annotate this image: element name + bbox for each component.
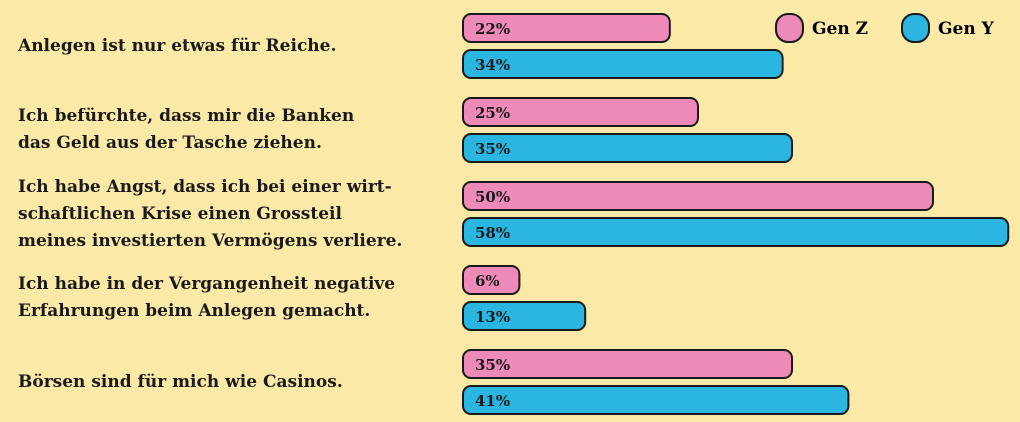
bar-value-label: 6% (475, 272, 500, 290)
bar-gen-z (462, 13, 671, 43)
legend: Gen Z Gen Y (775, 13, 995, 43)
bar-value-label: 13% (475, 308, 510, 326)
bar-gen-z (462, 97, 699, 127)
legend-swatch-gen-y (901, 13, 930, 43)
bar-gen-y (462, 133, 793, 163)
bar-value-label: 34% (475, 56, 510, 74)
bar-value-label: 25% (475, 104, 510, 122)
bar-gen-y (462, 49, 784, 79)
legend-label-gen-y: Gen Y (938, 19, 995, 39)
bar-value-label: 41% (475, 392, 510, 410)
bar-gen-z (462, 265, 521, 295)
category-label: Anlegen ist nur etwas für Reiche. (18, 35, 337, 56)
bar-value-label: 50% (475, 188, 510, 206)
category-label: Börsen sind für mich wie Casinos. (18, 371, 343, 392)
bar-value-label: 35% (475, 140, 510, 158)
bar-value-label: 35% (475, 356, 510, 374)
category-label: Ich befürchte, dass mir die Banken das G… (18, 106, 355, 153)
bars: 22% 34% 25% 35% 50% 58% 6% 13% 35% 41% (462, 13, 1010, 415)
category-label: Ich habe Angst, dass ich bei einer wirt-… (18, 176, 403, 251)
bar-gen-y (462, 301, 587, 331)
legend-label-gen-z: Gen Z (812, 19, 868, 39)
category-label: Ich habe in der Vergangenheit negative E… (18, 274, 396, 321)
legend-swatch-gen-z (775, 13, 804, 43)
bar-gen-y (462, 217, 1010, 247)
bar-gen-z (462, 181, 934, 211)
bar-gen-z (462, 349, 793, 379)
bar-gen-y (462, 385, 850, 415)
bar-value-label: 58% (475, 224, 510, 242)
bar-value-label: 22% (475, 20, 510, 38)
